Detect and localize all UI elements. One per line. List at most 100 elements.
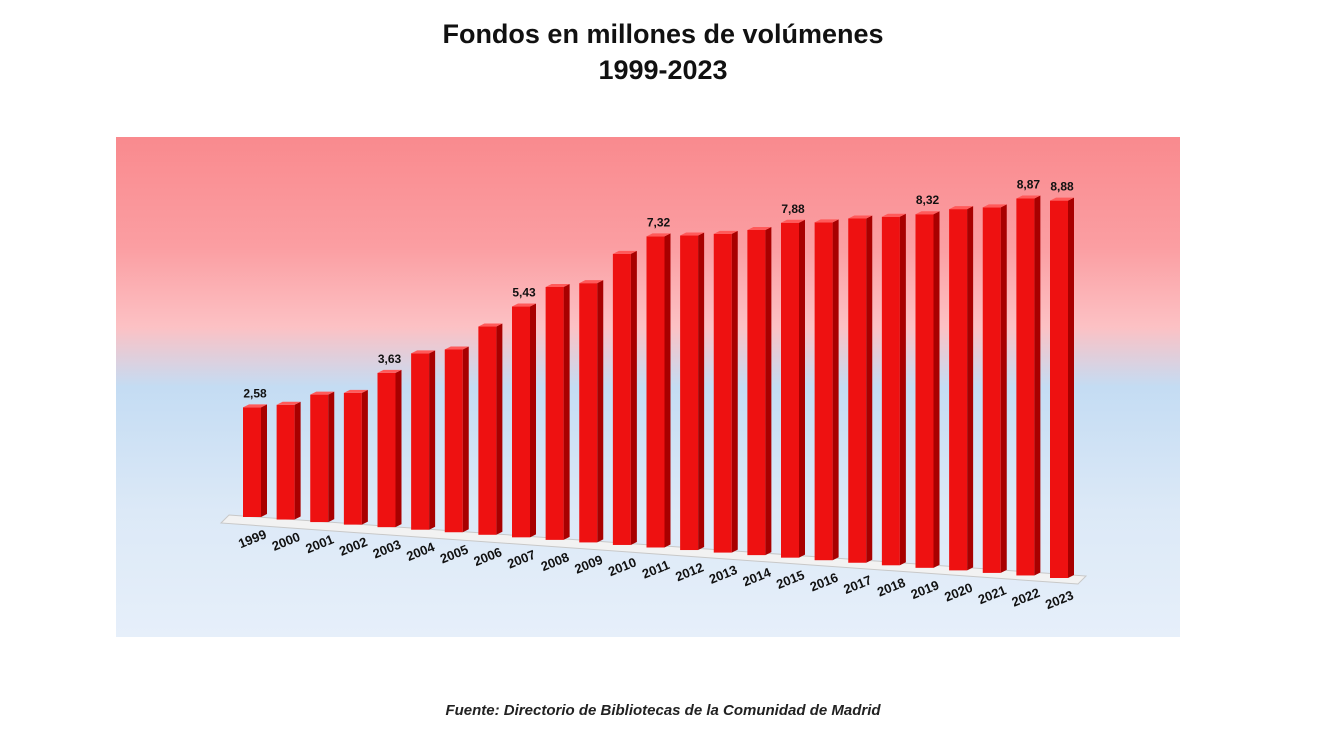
bar-side [799,219,805,558]
bar-top [781,219,805,223]
x-tick-2019: 2019 [909,577,941,602]
bar-top [310,391,335,395]
bar-2015 [781,219,805,558]
x-tick-2012: 2012 [673,559,705,584]
data-label-2003: 3,63 [378,352,402,366]
bar-2022 [1016,195,1041,576]
bar-top [612,250,637,254]
bar-2012 [680,232,705,551]
bar-side [1034,195,1041,576]
x-tick-2001: 2001 [303,532,335,557]
bar-side [1000,204,1007,573]
bar-top [478,323,503,327]
x-tick-2021: 2021 [976,582,1008,607]
x-tick-2013: 2013 [707,562,739,587]
bar-top [411,350,436,354]
bar-top [343,389,368,393]
x-tick-2002: 2002 [337,534,369,559]
bar-side [967,206,974,571]
bar-2020 [949,206,974,571]
bar-2003 [377,369,402,528]
bar-front [612,253,631,545]
bar-front [545,287,564,540]
bar-top [646,233,671,237]
x-tick-2014: 2014 [740,564,773,589]
bar-side [731,230,738,553]
bar-side [361,389,368,525]
data-label-2011: 7,32 [647,215,671,229]
bar-side [698,232,705,551]
bar-top [747,227,772,230]
bar-front [680,235,699,551]
bar-front [1050,200,1068,578]
chart-title: Fondos en millones de volúmenes 1999-202… [0,16,1326,88]
bar-side [866,215,873,563]
bar-front [814,222,833,561]
bar-side [395,369,402,528]
x-tick-2010: 2010 [606,554,638,579]
bar-side [496,323,503,535]
bar-top [545,284,570,287]
bar-top [1016,195,1041,199]
bar-2007 [512,303,536,538]
bar-front [646,236,665,548]
bar-2014 [747,227,772,556]
bar-front [982,207,1001,573]
bar-top [881,213,906,217]
bar-2017 [848,215,873,563]
bar-2000 [276,401,301,520]
x-tick-2004: 2004 [404,539,437,564]
x-tick-2011: 2011 [640,557,672,581]
bar-top [579,280,604,284]
data-label-2023: 8,88 [1050,180,1074,194]
bar-2004 [411,350,436,530]
bar-side [328,391,335,523]
bar-front [881,216,900,566]
x-tick-2006: 2006 [471,544,503,569]
bar-side [563,284,570,540]
bar-top [243,404,267,408]
bar-side [933,211,940,568]
bar-2016 [814,219,839,561]
bar-2002 [343,389,368,525]
bar-side [462,346,469,533]
bar-side [832,219,839,561]
bar-2019 [915,211,940,568]
data-label-2019: 8,32 [916,193,940,207]
bar-front [1016,198,1035,576]
x-tick-2022: 2022 [1009,585,1041,610]
bar-top [276,401,301,405]
x-tick-2020: 2020 [942,580,974,605]
bar-front [915,214,934,568]
bar-front [243,407,261,517]
bar-front [747,230,766,556]
bar-2023 [1050,197,1074,578]
bar-front [949,209,968,571]
bar-front [579,283,598,543]
source-note: Fuente: Directorio de Bibliotecas de la … [445,702,881,719]
bar-front [377,372,396,528]
x-tick-1999: 1999 [236,526,268,551]
bar-2010 [612,250,637,545]
bar-2006 [478,323,503,535]
x-tick-2017: 2017 [841,572,873,597]
chart-title-line: Fondos en millones de volúmenes [442,19,884,49]
x-tick-2018: 2018 [875,575,907,600]
bar-2013 [713,230,738,553]
x-tick-2008: 2008 [539,549,571,574]
chart-subtitle: 1999-2023 [598,55,728,85]
bar-front [276,404,295,520]
bar-top [680,232,705,236]
bar-2001 [310,391,335,523]
data-label-1999: 2,58 [243,386,267,400]
bar-side [664,233,671,548]
data-label-2007: 5,43 [512,286,536,300]
bar-front [512,306,530,538]
bar-side [294,401,301,520]
bar-2021 [982,204,1007,573]
bar-side [899,213,906,566]
data-label-2015: 7,88 [781,202,805,216]
x-tick-2003: 2003 [371,537,403,562]
x-tick-2007: 2007 [505,547,537,572]
